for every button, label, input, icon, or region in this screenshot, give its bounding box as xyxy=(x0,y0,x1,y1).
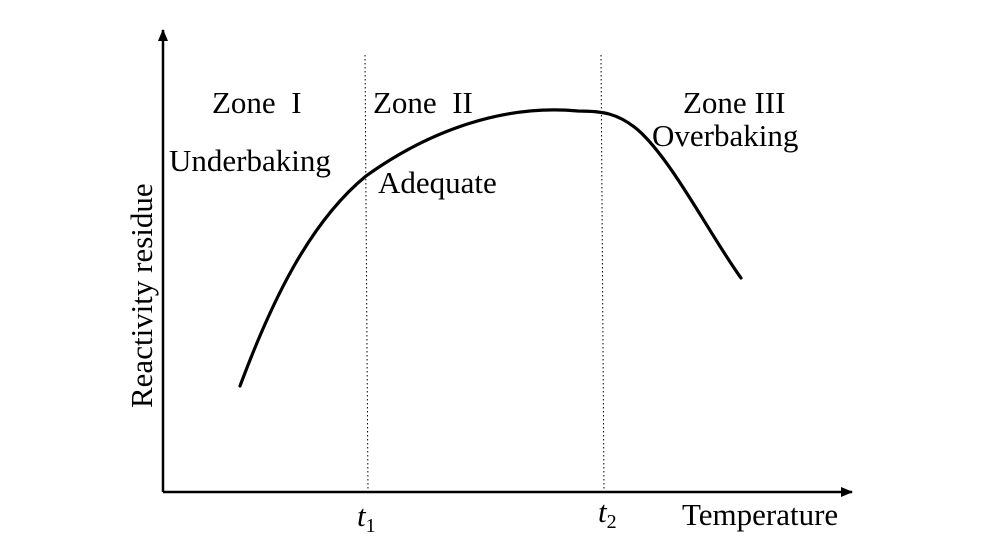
zone-2-name: Zone II xyxy=(373,85,473,120)
t1-boundary-line xyxy=(364,54,369,493)
tick-label-t2: t2 xyxy=(598,494,617,533)
zone-1-name: Zone I xyxy=(212,85,302,120)
zone-3-desc: Overbaking xyxy=(652,118,798,153)
zone-2-desc: Adequate xyxy=(378,165,497,200)
y-axis-label: Reactivity residue xyxy=(124,183,159,408)
zone-1-desc: Underbaking xyxy=(169,143,331,178)
reactivity-curve xyxy=(238,108,743,388)
x-axis-label: Temperature xyxy=(682,497,838,532)
tick-label-t1: t1 xyxy=(357,498,376,537)
t2-boundary-line xyxy=(600,54,605,493)
zone-3-name: Zone III xyxy=(683,85,785,120)
